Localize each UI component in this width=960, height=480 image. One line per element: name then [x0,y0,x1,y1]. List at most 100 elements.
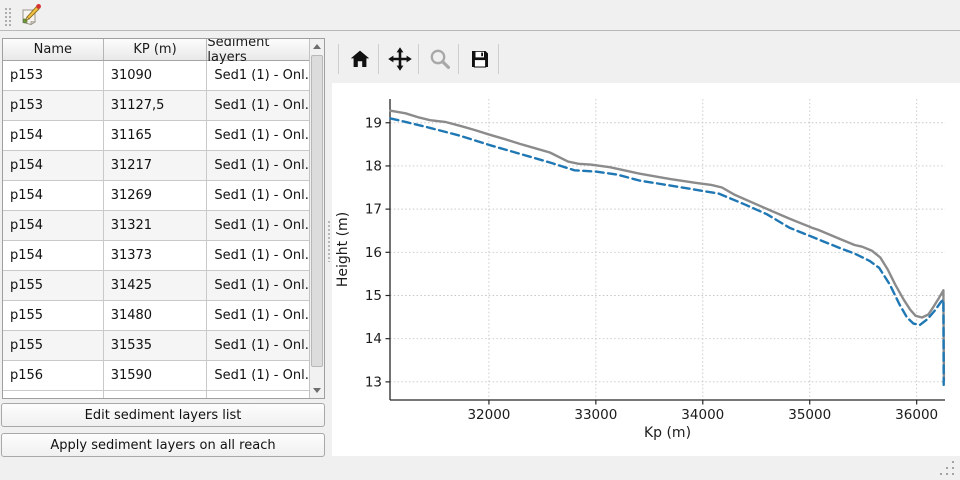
x-tick-label: 33000 [574,407,617,423]
cell-kp[interactable]: 31165 [103,121,208,151]
x-tick-label: 34000 [681,407,724,423]
cell-sediment[interactable]: Sed1 (1) - Onl... [207,271,310,301]
cell-name[interactable]: p155 [3,331,104,361]
table-row[interactable]: p153 31127,5 Sed1 (1) - Onl... [3,91,310,121]
y-tick-label: 15 [365,288,382,304]
scroll-down-button[interactable] [310,383,325,398]
cell-kp[interactable]: 31480 [103,301,208,331]
cell-sediment[interactable]: Sed1 (1) - Onl... [207,331,310,361]
table-body: p153 31090 Sed1 (1) - Onl... p153 31127,5 Sed… [3,61,310,398]
cell-sediment[interactable]: Sed1 (1) - Onl... [207,151,310,181]
height-profile-chart: 32000 33000 34000 35000 36000 13 14 15 16 17 18 19 K… [332,83,960,456]
cell-sediment[interactable]: Sed1 (1) - Onl... [207,241,310,271]
save-figure-button[interactable] [464,43,496,75]
pan-icon [388,47,412,71]
pan-button[interactable] [384,43,416,75]
scroll-up-icon [313,44,322,49]
cell-name[interactable]: p156 [3,361,104,391]
cell-name[interactable]: p154 [3,121,104,151]
edit-sediment-layers-icon [22,4,41,26]
table-row[interactable]: p154 31269 Sed1 (1) - Onl... [3,181,310,211]
cell-name[interactable]: p153 [3,61,104,91]
cell-sediment[interactable]: Sed1 (1) - Onl... [207,121,310,151]
zoom-rect-button[interactable] [424,43,456,75]
cell-name[interactable]: p154 [3,151,104,181]
cell-sediment[interactable]: Sed1 (1) - Onl... [207,211,310,241]
column-header-sediment-layers[interactable]: Sediment layers [207,39,270,65]
toolbar-separator [418,44,419,74]
panel-splitter[interactable] [327,220,332,262]
toolbar-separator [378,44,379,74]
y-tick-label: 18 [365,158,382,174]
scroll-up-button[interactable] [310,39,325,54]
apply-sediment-layers-button[interactable]: Apply sediment layers on all reach [1,433,325,457]
scroll-down-icon [313,388,322,393]
table-row[interactable]: p154 31321 Sed1 (1) - Onl... [3,211,310,241]
cell-kp[interactable]: 31590 [103,361,208,391]
cell-empty[interactable] [3,391,104,398]
plot-toolbar [332,36,960,83]
table-row[interactable]: p154 31165 Sed1 (1) - Onl... [3,121,310,151]
table-row-partial[interactable] [3,391,310,398]
cell-sediment[interactable]: Sed1 (1) - Onl... [207,181,310,211]
y-tick-label: 16 [365,245,382,261]
home-button[interactable] [344,43,376,75]
toolbar-drag-handle[interactable] [4,7,13,26]
cell-kp[interactable]: 31321 [103,211,208,241]
cell-kp[interactable]: 31127,5 [103,91,208,121]
cell-sediment[interactable]: Sed1 (1) - Onl... [207,301,310,331]
x-axis-label: Kp (m) [644,425,691,441]
chart-svg: 32000 33000 34000 35000 36000 13 14 15 16 17 18 19 K… [335,99,946,441]
height-dashed-blue-line [389,117,945,387]
save-icon [472,51,488,68]
cell-sediment[interactable]: Sed1 (1) - Onl... [207,91,310,121]
window-resize-grip[interactable] [938,459,954,475]
y-tick-label: 19 [365,115,382,131]
cell-kp[interactable]: 31217 [103,151,208,181]
table-row[interactable]: p153 31090 Sed1 (1) - Onl... [3,61,310,91]
cell-kp[interactable]: 31269 [103,181,208,211]
main-toolbar [0,0,960,31]
cell-name[interactable]: p155 [3,271,104,301]
table-header: Name KP (m) Sediment layers [3,39,310,65]
y-tick-label: 13 [365,374,382,390]
y-axis-label: Height (m) [335,212,351,287]
toolbar-separator [458,44,459,74]
table-row[interactable]: p155 31535 Sed1 (1) - Onl... [3,331,310,361]
table-row[interactable]: p155 31425 Sed1 (1) - Onl... [3,271,310,301]
x-tick-label: 32000 [467,407,510,423]
cell-name[interactable]: p153 [3,91,104,121]
x-tick-label: 36000 [895,407,938,423]
y-tick-label: 14 [365,331,382,347]
table-row[interactable]: p156 31590 Sed1 (1) - Onl... [3,361,310,391]
column-header-name[interactable]: Name [3,39,104,60]
scrollbar-thumb[interactable] [311,55,324,367]
cell-sediment[interactable]: Sed1 (1) - Onl... [207,61,310,91]
x-tick-label: 35000 [788,407,831,423]
cell-name[interactable]: p154 [3,181,104,211]
cell-kp[interactable]: 31373 [103,241,208,271]
toolbar-separator [338,44,339,74]
toolbar-separator [498,44,499,74]
cell-name[interactable]: p154 [3,241,104,271]
cell-empty[interactable] [104,391,208,398]
y-tick-label: 17 [365,202,382,218]
cell-empty[interactable] [207,391,309,398]
cell-kp[interactable]: 31425 [103,271,208,301]
cross-sections-table: Name KP (m) Sediment layers p153 31090 Sed… [2,38,325,399]
home-icon [350,50,370,67]
cell-sediment[interactable]: Sed1 (1) - Onl... [207,361,310,391]
cell-kp[interactable]: 31090 [103,61,208,91]
edit-sediment-layers-button[interactable] [17,3,43,29]
zoom-icon [430,49,450,69]
column-header-kp[interactable]: KP (m) [104,39,208,60]
cell-kp[interactable]: 31535 [103,331,208,361]
table-row[interactable]: p154 31373 Sed1 (1) - Onl... [3,241,310,271]
height-solid-gray-line [389,109,946,382]
table-row[interactable]: p154 31217 Sed1 (1) - Onl... [3,151,310,181]
edit-sediment-layers-list-button[interactable]: Edit sediment layers list [1,403,325,427]
table-row[interactable]: p155 31480 Sed1 (1) - Onl... [3,301,310,331]
table-scrollbar[interactable] [309,39,325,398]
cell-name[interactable]: p155 [3,301,104,331]
cell-name[interactable]: p154 [3,211,104,241]
